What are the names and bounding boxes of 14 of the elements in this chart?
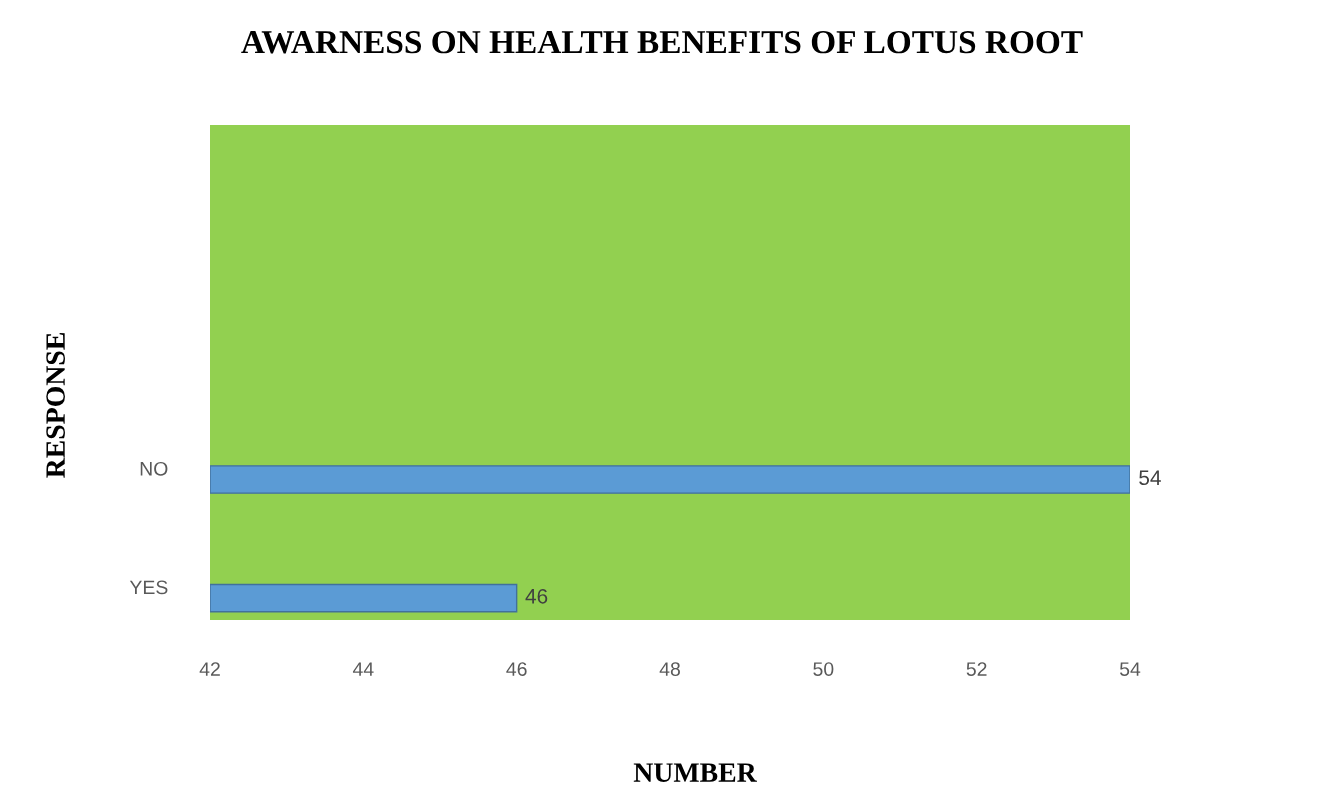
x-axis-title: NUMBER (633, 763, 757, 782)
x-tick-label: 50 (813, 662, 834, 676)
data-label: 46 (525, 588, 548, 604)
x-tick-label: 44 (352, 662, 374, 676)
x-tick-label: 54 (1119, 662, 1141, 676)
x-tick-label: 48 (659, 662, 680, 676)
x-tick-label: 52 (966, 662, 987, 676)
y-axis-title: RESPONSE (46, 333, 65, 478)
data-label: 54 (1139, 470, 1161, 486)
x-tick-label: 46 (506, 662, 527, 676)
x-tick-label: 42 (199, 662, 220, 676)
y-tick-label: YES (129, 580, 168, 595)
y-tick-label: NO (140, 461, 168, 476)
chart-title: AWARNESS ON HEALTH BENEFITS OF LOTUS ROOT (241, 30, 1083, 54)
